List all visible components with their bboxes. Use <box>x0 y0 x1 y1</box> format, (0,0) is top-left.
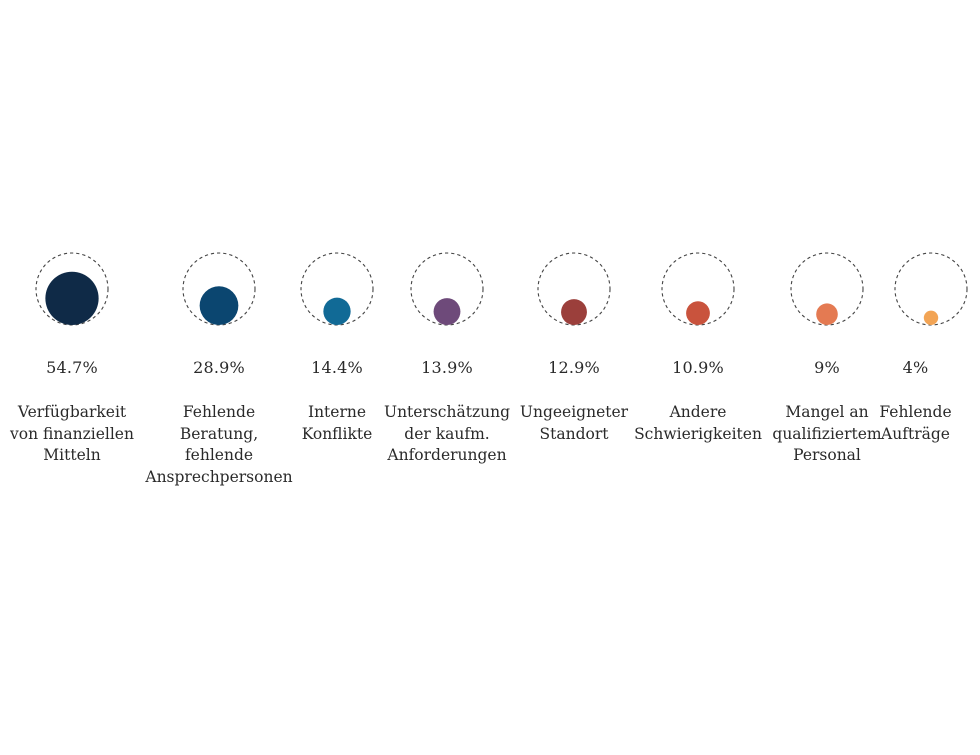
reference-circle <box>410 252 484 326</box>
category-label-line: Ansprechpersonen <box>145 467 293 486</box>
percentage-label: 14.4% <box>311 358 363 377</box>
category-label: Interne Konflikte <box>257 402 417 445</box>
reference-circle <box>182 252 256 326</box>
percentage-label: 10.9% <box>672 358 724 377</box>
bubble-graphic <box>35 252 109 326</box>
bubble-graphic <box>790 252 864 326</box>
category-label-line: Ungeeigneter <box>519 403 629 421</box>
category-label-line: Schwierigkeiten <box>634 424 762 443</box>
category-label: Fehlende Beratung, fehlende Ansprechpersone… <box>139 402 299 488</box>
percentage-label: 28.9% <box>193 358 245 377</box>
value-bubble <box>923 310 939 325</box>
value-bubble <box>816 303 838 325</box>
category-label-line: qualifiziertem <box>772 424 882 443</box>
percentage-label: 13.9% <box>421 358 473 377</box>
category-label-line: fehlende <box>184 446 254 464</box>
category-label-line: Verfügbarkeit <box>17 403 127 421</box>
chart-item: 4% Fehlende Aufträge <box>851 0 980 755</box>
reference-circle <box>35 252 109 326</box>
value-bubble <box>323 297 351 325</box>
bubble-graphic <box>661 252 735 326</box>
bubble-graphic <box>182 252 256 326</box>
category-label-line: Aufträge <box>881 424 950 443</box>
chart-item: 14.4% Interne Konflikte <box>257 0 417 755</box>
category-label-line: Fehlende <box>182 403 256 421</box>
percentage-label: 54.7% <box>46 358 98 377</box>
category-label-line: Mangel an <box>785 403 869 421</box>
value-bubble <box>45 271 99 325</box>
category-label-line: Andere <box>669 403 727 421</box>
bubble-graphic <box>537 252 611 326</box>
category-label: Ungeeigneter Standort <box>494 402 654 445</box>
percentage-label: 12.9% <box>548 358 600 377</box>
bubble-graphic <box>894 252 968 326</box>
category-label-line: Anforderungen <box>387 446 507 464</box>
chart-item: 10.9% Andere Schwierigkeiten <box>618 0 778 755</box>
category-label-line: von finanziellen <box>10 424 134 443</box>
chart-item: 13.9% Unterschätzung der kaufm. Anforderung… <box>367 0 527 755</box>
category-label-line: Beratung, <box>179 424 259 443</box>
category-label-line: Interne <box>307 403 367 421</box>
category-label-line: Fehlende <box>879 403 952 421</box>
category-label: Unterschätzung der kaufm. Anforderungen <box>367 402 527 467</box>
chart-item: 54.7% Verfügbarkeit von finanziellen Mittel… <box>0 0 152 755</box>
category-label-line: Personal <box>793 446 861 464</box>
value-bubble <box>686 301 710 325</box>
category-label-line: Standort <box>539 424 609 443</box>
chart-item: 28.9% Fehlende Beratung, fehlende Ansprechpe… <box>139 0 299 755</box>
reference-circle <box>790 252 864 326</box>
value-bubble <box>433 298 461 325</box>
category-label-line: Konflikte <box>301 424 373 443</box>
category-label: Mangel an qualifiziertem Personal <box>747 402 907 467</box>
value-bubble <box>561 299 587 325</box>
bubble-graphic <box>410 252 484 326</box>
category-label-line: der kaufm. <box>404 424 490 443</box>
percentage-label: 4% <box>902 358 929 377</box>
category-label: Andere Schwierigkeiten <box>618 402 778 445</box>
chart-item: 9% Mangel an qualifiziertem Personal <box>747 0 907 755</box>
reference-circle <box>300 252 374 326</box>
bubble-graphic <box>300 252 374 326</box>
category-label: Fehlende Aufträge <box>851 402 980 445</box>
percentage-label: 9% <box>814 358 840 377</box>
chart-item: 12.9% Ungeeigneter Standort <box>494 0 654 755</box>
category-label-line: Unterschätzung <box>384 403 510 421</box>
value-bubble <box>199 286 239 325</box>
category-label: Verfügbarkeit von finanziellen Mitteln <box>0 402 152 467</box>
category-label-line: Mitteln <box>43 446 101 464</box>
